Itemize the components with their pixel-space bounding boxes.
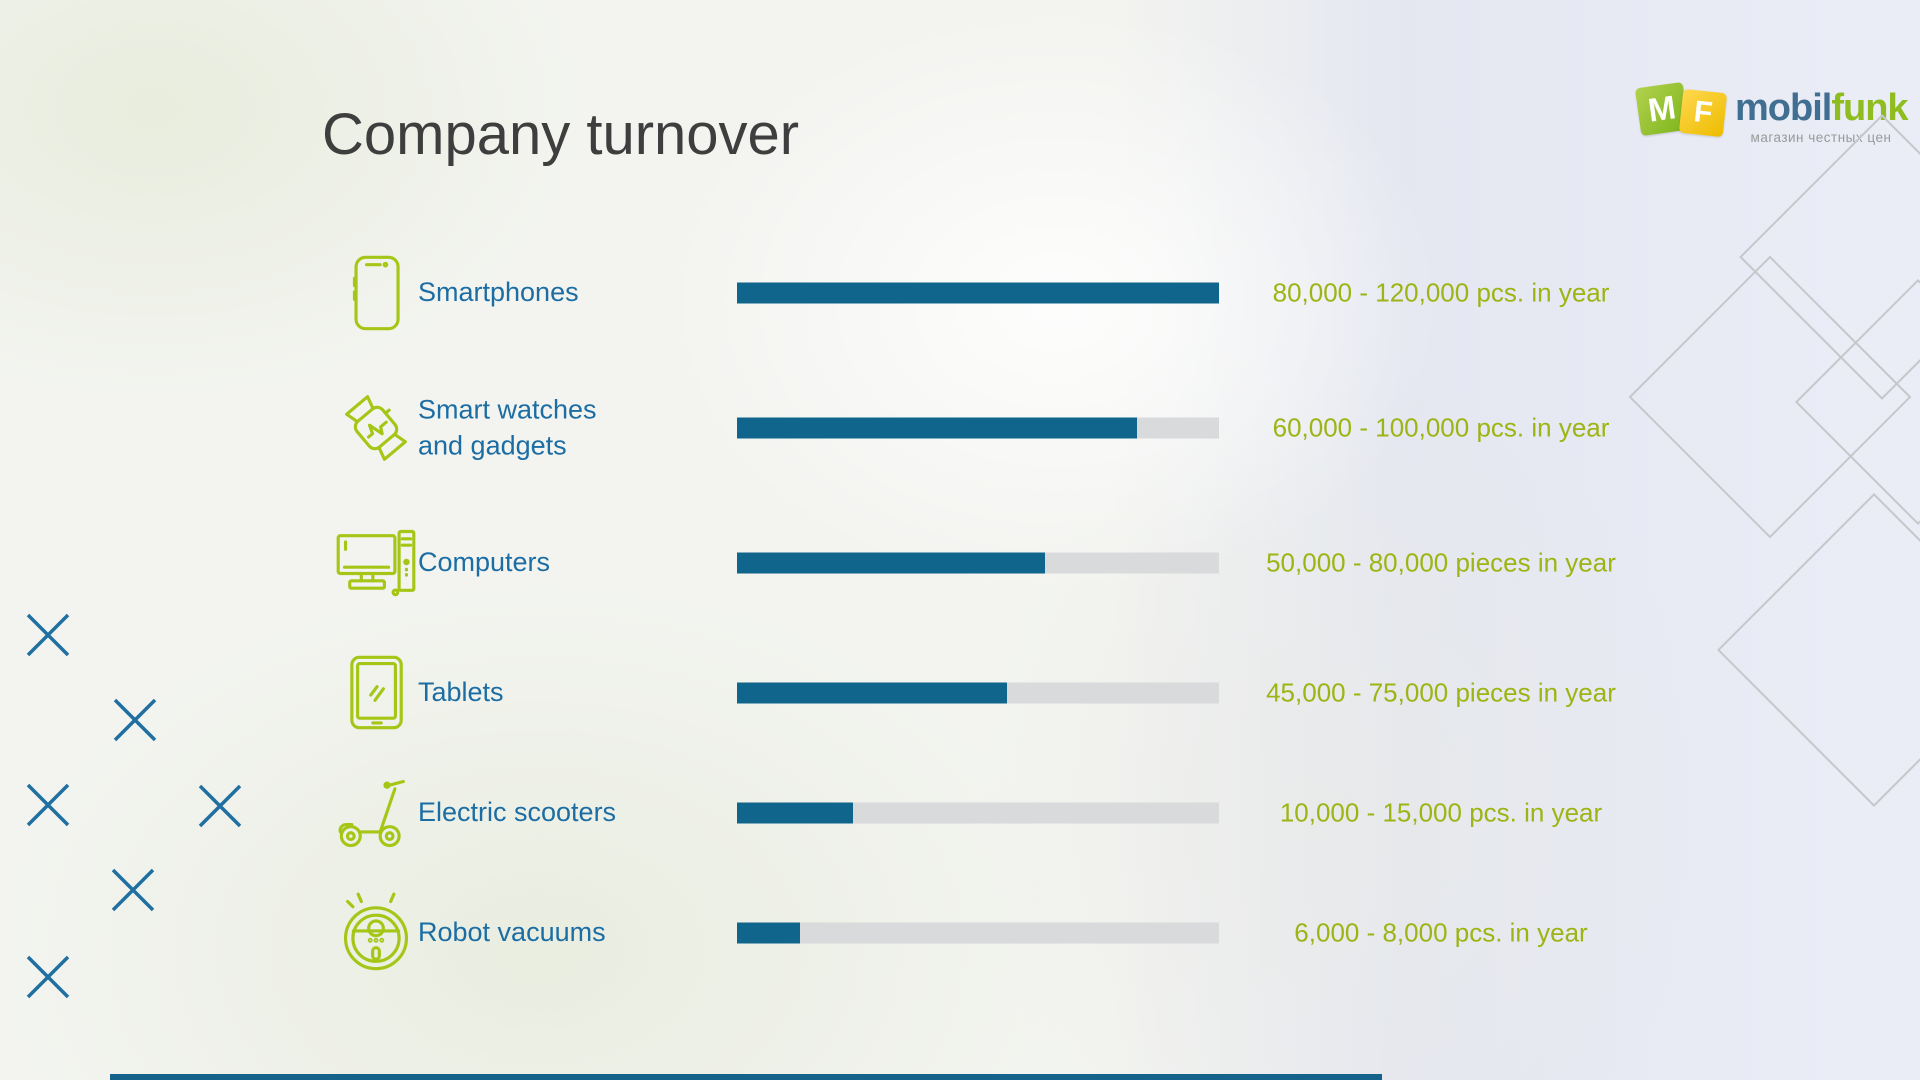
diamond-decoration xyxy=(1717,493,1920,807)
chart-row-computers: Computers 50,000 - 80,000 pieces in year xyxy=(330,508,1660,618)
scooter-icon xyxy=(338,779,405,848)
bar-track xyxy=(737,802,1219,824)
bar-fill xyxy=(737,282,1219,304)
logo-name: mobilfunk xyxy=(1735,87,1909,130)
bar-track xyxy=(737,922,1219,944)
x-decoration-icon xyxy=(113,698,157,742)
x-decoration-icon xyxy=(198,784,242,828)
logo-square-f: F xyxy=(1678,88,1728,138)
smartphone-icon xyxy=(352,255,400,331)
tablet-icon xyxy=(350,655,403,730)
logo-letter-m: M xyxy=(1645,88,1679,129)
x-decoration-icon xyxy=(26,613,70,657)
row-label: Electric scooters xyxy=(418,797,617,828)
chart-row-robot-vacuums: Robot vacuums 6,000 - 8,000 pcs. in year xyxy=(330,878,1660,988)
computer-icon xyxy=(336,529,416,597)
smartwatch-icon xyxy=(345,395,407,461)
row-value: 50,000 - 80,000 pieces in year xyxy=(1266,547,1616,578)
bar-track xyxy=(737,417,1219,439)
bar-fill xyxy=(737,922,800,944)
row-value: 10,000 - 15,000 pcs. in year xyxy=(1279,797,1603,828)
row-label: Smartphones xyxy=(418,277,579,308)
row-value: 45,000 - 75,000 pieces in year xyxy=(1266,677,1616,708)
logo-name-mobil: mobil xyxy=(1735,87,1832,129)
bar-fill xyxy=(737,682,1007,704)
chart-row-smart-watches: Smart watches and gadgets 60,000 - 100,00… xyxy=(330,373,1660,483)
bar-fill xyxy=(737,417,1138,439)
x-decoration-icon xyxy=(26,955,70,999)
row-label: Computers xyxy=(418,547,551,578)
row-label: Smart watches xyxy=(418,394,597,425)
row-value: 80,000 - 120,000 pcs. in year xyxy=(1272,277,1610,308)
logo-tagline: магазин честных цен xyxy=(1750,130,1892,145)
bar-fill xyxy=(737,802,853,824)
mobilfunk-logo: M F mobilfunk магазин честных цен xyxy=(1634,81,1909,156)
bar-track xyxy=(737,682,1219,704)
row-label: Tablets xyxy=(418,677,504,708)
x-decoration-icon xyxy=(26,783,70,827)
bar-fill xyxy=(737,552,1046,574)
x-decoration-icon xyxy=(111,868,155,912)
bottom-accent-bar xyxy=(110,1074,1382,1080)
robot-vacuum-icon xyxy=(343,892,409,971)
row-value: 6,000 - 8,000 pcs. in year xyxy=(1294,917,1588,948)
chart-row-electric-scooters: Electric scooters 10,000 - 15,000 pcs. i… xyxy=(330,758,1660,868)
chart-row-tablets: Tablets 45,000 - 75,000 pieces in year xyxy=(330,638,1660,748)
bar-track xyxy=(737,282,1219,304)
bar-track xyxy=(737,552,1219,574)
row-value: 60,000 - 100,000 pcs. in year xyxy=(1272,412,1610,443)
logo-letter-f: F xyxy=(1692,95,1714,130)
row-label: Robot vacuums xyxy=(418,917,606,948)
chart-row-smartphones: Smartphones 80,000 - 120,000 pcs. in yea… xyxy=(330,238,1660,348)
logo-name-funk: funk xyxy=(1831,87,1908,129)
row-label-line2: and gadgets xyxy=(418,430,567,460)
page-title: Company turnover xyxy=(322,101,800,167)
